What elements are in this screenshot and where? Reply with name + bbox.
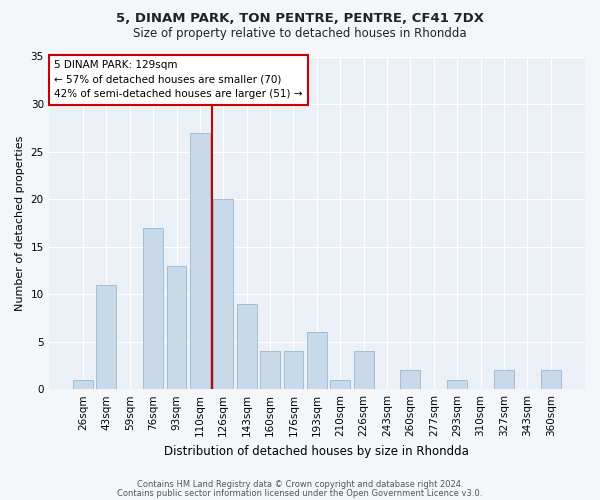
Bar (353, 351, 374, 389)
Bar (97, 284, 116, 389)
Text: Size of property relative to detached houses in Rhondda: Size of property relative to detached ho… (133, 28, 467, 40)
X-axis label: Distribution of detached houses by size in Rhondda: Distribution of detached houses by size … (164, 444, 469, 458)
Bar (237, 304, 257, 389)
Bar (541, 370, 560, 389)
Bar (307, 332, 327, 389)
Bar (260, 351, 280, 389)
Bar (400, 370, 421, 389)
Y-axis label: Number of detached properties: Number of detached properties (15, 135, 25, 310)
Bar (494, 370, 514, 389)
Text: Contains HM Land Registry data © Crown copyright and database right 2024.: Contains HM Land Registry data © Crown c… (137, 480, 463, 489)
Bar (284, 351, 304, 389)
Text: Contains public sector information licensed under the Open Government Licence v3: Contains public sector information licen… (118, 490, 482, 498)
Text: 5, DINAM PARK, TON PENTRE, PENTRE, CF41 7DX: 5, DINAM PARK, TON PENTRE, PENTRE, CF41 … (116, 12, 484, 26)
Text: 5 DINAM PARK: 129sqm
← 57% of detached houses are smaller (70)
42% of semi-detac: 5 DINAM PARK: 129sqm ← 57% of detached h… (54, 60, 302, 100)
Bar (73, 380, 93, 389)
Bar (143, 228, 163, 389)
Bar (167, 266, 187, 389)
Bar (214, 199, 233, 389)
Bar (330, 380, 350, 389)
Bar (447, 380, 467, 389)
Bar (190, 132, 210, 389)
